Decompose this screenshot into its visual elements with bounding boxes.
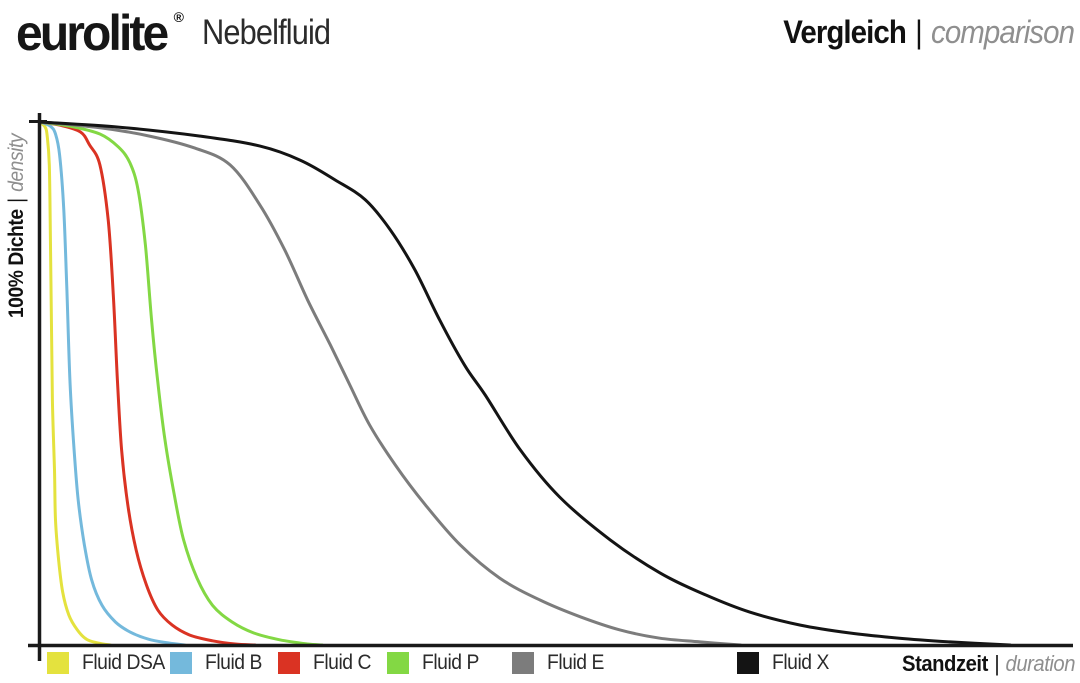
title-english: comparison: [931, 14, 1075, 50]
legend-label-fluid-dsa: Fluid DSA: [82, 651, 165, 674]
legend-label-fluid-e: Fluid E: [547, 651, 604, 674]
title-separator: |: [915, 14, 923, 50]
x-axis-label-english: duration: [1005, 651, 1076, 676]
y-axis-label-english: density: [5, 133, 28, 192]
registered-trademark-icon: ®: [173, 9, 184, 25]
legend-swatch-fluid-b: [170, 652, 192, 674]
curve-fluid-dsa: [38, 120, 112, 647]
legend-swatch-fluid-p: [387, 652, 409, 674]
legend-label-fluid-b: Fluid B: [205, 651, 262, 674]
y-axis-label: 100% Dichte | density: [4, 116, 30, 336]
legend-item-fluid-e: Fluid E: [512, 651, 609, 675]
legend-item-fluid-p: Fluid P: [387, 651, 484, 675]
legend-item-fluid-x: Fluid X: [737, 651, 834, 675]
curve-fluid-p: [38, 120, 324, 647]
x-axis-label: Standzeit | duration: [902, 651, 1075, 677]
legend-item-fluid-b: Fluid B: [170, 651, 267, 675]
title-german: Vergleich: [783, 14, 907, 50]
legend-label-fluid-p: Fluid P: [422, 651, 479, 674]
curve-fluid-b: [38, 120, 187, 647]
legend-swatch-fluid-x: [737, 652, 759, 674]
x-axis-label-separator: |: [994, 651, 1000, 676]
legend-item-fluid-c: Fluid C: [278, 651, 376, 675]
x-axis-label-german: Standzeit: [902, 651, 988, 676]
legend: Fluid DSA Fluid B Fluid C Fluid P Fluid E Flu…: [0, 651, 1080, 677]
chart-title: Vergleich | comparison: [783, 14, 1075, 51]
legend-label-fluid-c: Fluid C: [313, 651, 371, 674]
legend-label-fluid-x: Fluid X: [772, 651, 829, 674]
curve-fluid-c: [38, 120, 257, 647]
curve-fluid-e: [38, 120, 742, 647]
logo-wordmark: eurolite: [16, 5, 169, 61]
curve-fluid-x: [38, 120, 1012, 647]
legend-swatch-fluid-c: [278, 652, 300, 674]
y-axis-label-separator: |: [5, 198, 28, 203]
legend-item-fluid-dsa: Fluid DSA: [47, 651, 172, 675]
y-axis-label-german: 100% Dichte: [5, 209, 28, 319]
legend-swatch-fluid-dsa: [47, 652, 69, 674]
legend-swatch-fluid-e: [512, 652, 534, 674]
product-name: Nebelfluid: [202, 13, 331, 52]
eurolite-logo: eurolite ® Nebelfluid: [16, 4, 348, 62]
